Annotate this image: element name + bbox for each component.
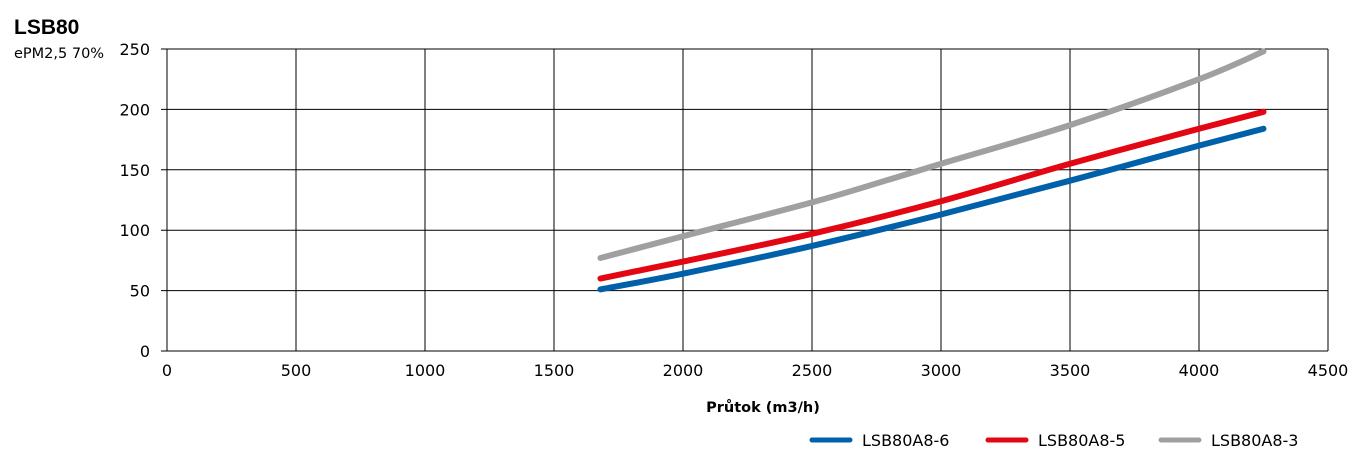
x-tick-label: 3500: [1050, 361, 1091, 380]
y-tick-label: 100: [119, 221, 150, 240]
legend: LSB80A8-6 LSB80A8-5 LSB80A8-3: [809, 431, 1298, 450]
x-tick-label: 1500: [534, 361, 575, 380]
y-tick-label: 200: [119, 100, 150, 119]
series-lines: [597, 48, 1267, 293]
y-tick-label: 50: [130, 282, 150, 301]
x-axis-label: Průtok (m3/h): [706, 399, 820, 416]
y-tick-label: 150: [119, 161, 150, 180]
series-line-lsb80a8-3: [597, 48, 1267, 261]
grid: [161, 48, 1329, 352]
tick-labels: 0 500 1000 1500 2000 2500 3000 3500 4000 4500 0 50 1…: [119, 40, 1348, 380]
x-tick-label: 0: [162, 361, 172, 380]
y-tick-label: 250: [119, 40, 150, 59]
legend-label: LSB80A8-3: [1211, 431, 1298, 450]
x-tick-label: 2500: [792, 361, 833, 380]
legend-label: LSB80A8-5: [1038, 431, 1125, 450]
x-tick-label: 500: [281, 361, 312, 380]
chart-subtitle: ePM2,5 70%: [14, 46, 105, 62]
chart-title: LSB80: [14, 16, 80, 39]
x-tick-label: 4500: [1308, 361, 1349, 380]
y-tick-label: 0: [140, 342, 150, 361]
x-tick-label: 3000: [921, 361, 962, 380]
series-line-lsb80a8-6: [597, 125, 1267, 293]
series-line-lsb80a8-5: [597, 108, 1267, 282]
legend-label: LSB80A8-6: [862, 431, 949, 450]
x-tick-label: 1000: [405, 361, 446, 380]
x-tick-label: 2000: [663, 361, 704, 380]
x-tick-label: 4000: [1179, 361, 1220, 380]
